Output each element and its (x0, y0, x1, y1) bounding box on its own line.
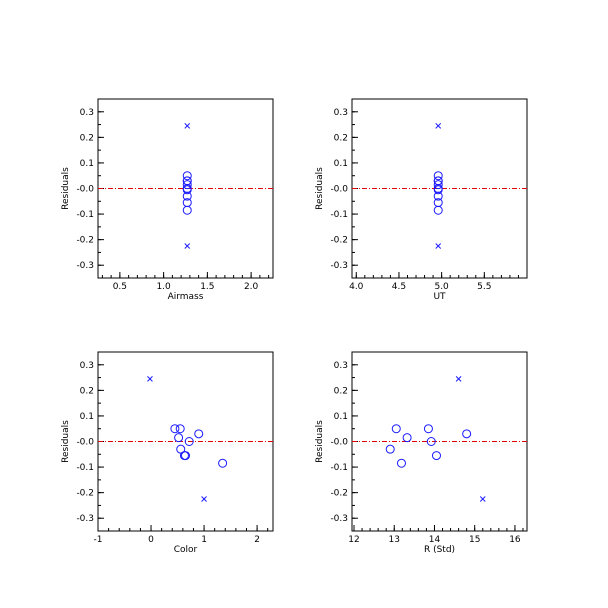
y-axis-label: Residuals (61, 420, 71, 463)
x-tick-label: 0.5 (113, 282, 127, 292)
y-tick-label: 0.2 (80, 133, 94, 143)
data-point-circle (402, 433, 412, 443)
data-point-circle (182, 191, 192, 201)
data-point-circle (431, 451, 441, 461)
x-tick-label: 12 (348, 535, 359, 545)
x-tick-label: 1.5 (200, 282, 214, 292)
y-tick-label: -0.1 (330, 210, 348, 220)
data-point-cross (455, 375, 462, 382)
data-point-circle (179, 451, 189, 461)
y-tick-label: -0.3 (76, 261, 94, 271)
y-axis-label: Residuals (315, 167, 325, 210)
y-tick-label: -0.2 (330, 236, 348, 246)
x-tick-label: -1 (94, 535, 103, 545)
y-tick-label: 0.3 (80, 361, 94, 371)
data-point-cross (435, 243, 442, 249)
y-tick-label: -0.3 (76, 514, 94, 524)
y-tick-label: -0.1 (76, 463, 94, 473)
x-tick-label: 1.0 (156, 282, 171, 292)
y-tick-label: -0.0 (330, 185, 348, 195)
y-tick-label: -0.0 (330, 438, 348, 448)
data-point-circle (433, 191, 443, 201)
y-tick-label: 0.1 (80, 412, 94, 422)
data-point-circle (433, 180, 443, 190)
y-tick-label: -0.1 (330, 463, 348, 473)
data-point-cross (479, 496, 486, 502)
x-tick-label: 16 (509, 535, 521, 545)
y-tick-label: 0.3 (334, 361, 348, 371)
y-tick-label: 0.3 (334, 108, 348, 118)
data-point-circle (433, 205, 443, 215)
y-tick-label: 0.3 (80, 108, 94, 118)
y-tick-label: 0.1 (334, 159, 348, 169)
x-tick-label: 5.5 (477, 282, 491, 292)
panel-airmass: -0.3 -0.2 -0.1 -0.0 0.1 0.2 0.3 0.5 1.0 1.5 2.0 Air… (61, 98, 274, 302)
panel-r-std: -0.3 -0.2 -0.1 -0.0 0.1 0.2 0.3 12 13 14 15 16 R (St… (315, 351, 528, 555)
data-point-circle (423, 424, 433, 434)
data-point-circle (396, 458, 406, 468)
y-tick-label: -0.2 (76, 236, 94, 246)
data-point-circle (433, 176, 443, 186)
x-tick-label: 14 (429, 535, 441, 545)
x-tick-label: 0 (148, 535, 154, 545)
y-tick-label: -0.0 (76, 438, 94, 448)
data-point-circle (182, 180, 192, 190)
y-tick-label: -0.2 (330, 489, 348, 499)
data-point-circle (174, 433, 184, 443)
data-point-cross (184, 243, 191, 249)
y-tick-label: 0.2 (80, 386, 94, 396)
x-tick-label: 1 (201, 535, 207, 545)
panel-color: -0.3 -0.2 -0.1 -0.0 0.1 0.2 0.3 -1 0 1 2 Color Resid… (61, 351, 274, 555)
y-tick-label: -0.0 (76, 185, 94, 195)
data-point-circle (194, 429, 204, 439)
x-axis-label: Color (174, 545, 198, 555)
data-point-circle (184, 437, 194, 446)
data-point-circle (433, 185, 443, 195)
y-axis-label: Residuals (315, 420, 325, 463)
x-tick-label: 5.0 (434, 282, 449, 292)
data-point-circle (426, 437, 436, 446)
data-point-circle (385, 444, 395, 454)
x-tick-label: 4.5 (392, 282, 406, 292)
data-point-circle (182, 176, 192, 186)
x-axis-label: Airmass (168, 292, 204, 302)
y-tick-label: 0.2 (334, 133, 348, 143)
data-point-circle (391, 424, 401, 434)
y-tick-label: 0.2 (334, 386, 348, 396)
x-tick-label: 15 (469, 535, 480, 545)
data-point-circle (182, 205, 192, 215)
data-point-circle (433, 171, 443, 181)
y-tick-label: -0.2 (76, 489, 94, 499)
y-axis-label: Residuals (61, 167, 71, 210)
y-tick-label: 0.1 (80, 159, 94, 169)
data-point-cross (435, 122, 442, 129)
x-axis-label: UT (433, 292, 446, 302)
data-point-circle (182, 171, 192, 181)
y-tick-label: -0.3 (330, 514, 348, 524)
data-point-circle (462, 429, 472, 439)
x-tick-label: 4.0 (349, 282, 364, 292)
x-tick-label: 2.0 (244, 282, 259, 292)
y-tick-label: -0.1 (76, 210, 94, 220)
data-point-cross (201, 496, 207, 502)
y-tick-label: -0.3 (330, 261, 348, 271)
data-point-cross (184, 122, 191, 129)
panel-ut: -0.3 -0.2 -0.1 -0.0 0.1 0.2 0.3 4.0 4.5 5.0 5.5 UT R… (315, 98, 528, 302)
data-point-circle (182, 185, 192, 195)
x-tick-label: 13 (389, 535, 400, 545)
data-point-circle (170, 424, 180, 434)
data-point-cross (147, 375, 153, 382)
data-point-circle (218, 458, 228, 468)
x-axis-label: R (Std) (424, 545, 455, 555)
y-tick-label: 0.1 (334, 412, 348, 422)
data-point-circle (175, 424, 185, 434)
x-tick-label: 2 (254, 535, 260, 545)
